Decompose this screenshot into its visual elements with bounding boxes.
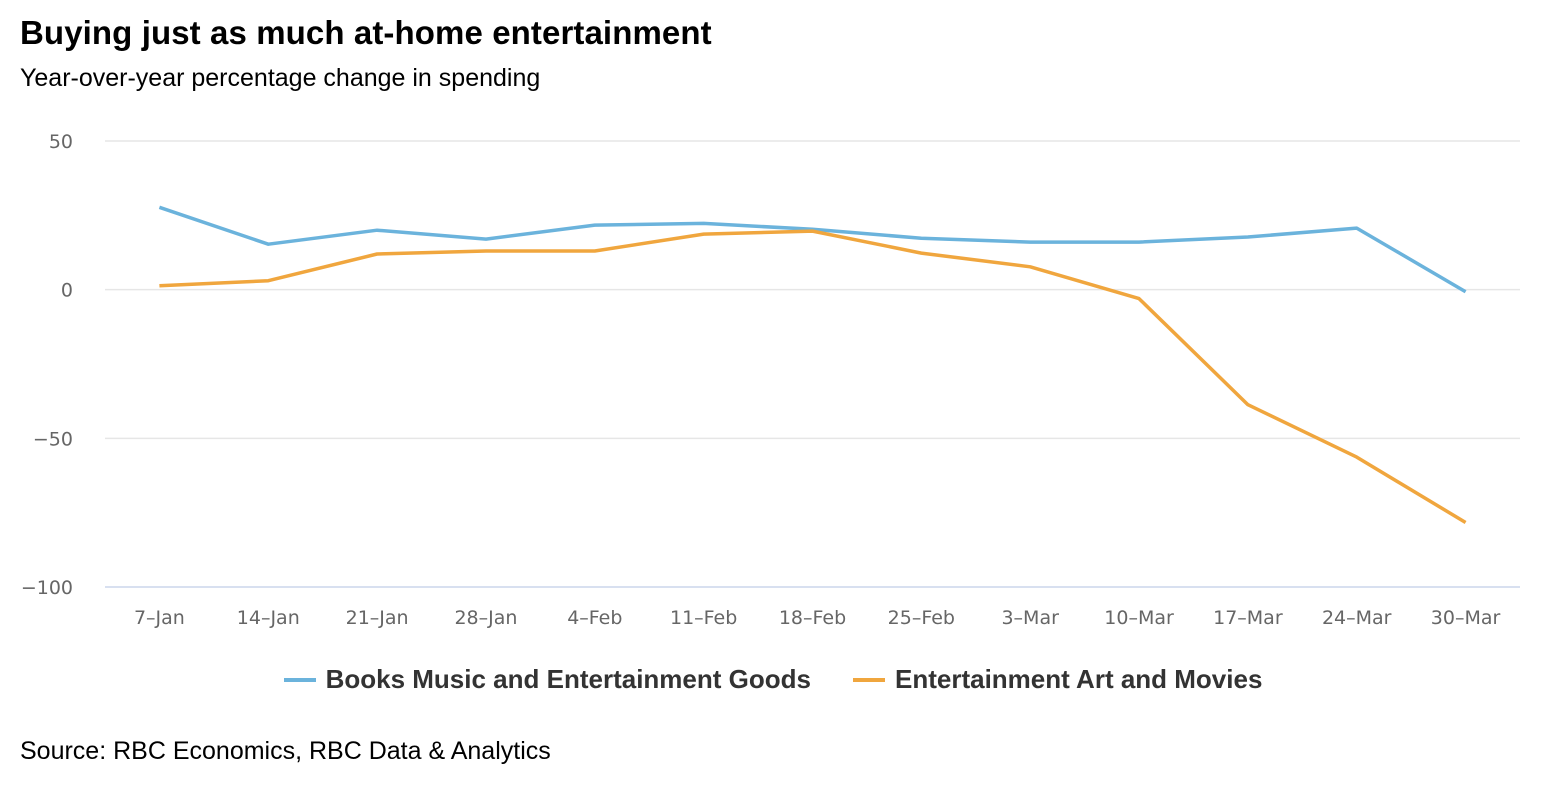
- legend-swatch-icon: [283, 677, 316, 682]
- gridlines: [105, 140, 1520, 588]
- x-tick-label: 21–Jan: [346, 607, 409, 629]
- legend-label: Entertainment Art and Movies: [894, 664, 1263, 694]
- x-tick-label: 25–Feb: [888, 607, 955, 629]
- y-tick-label: 50: [49, 131, 73, 153]
- y-tick-label: 0: [61, 280, 73, 302]
- legend-label: Books Music and Entertainment Goods: [325, 664, 811, 694]
- x-tick-label: 30–Mar: [1431, 607, 1501, 629]
- legend: Books Music and Entertainment Goods Enter…: [0, 664, 1546, 695]
- x-tick-label: 10–Mar: [1104, 607, 1174, 629]
- y-axis-ticks: 50 0 −50 −100: [21, 131, 73, 599]
- x-tick-label: 4–Feb: [567, 607, 622, 629]
- x-tick-label: 17–Mar: [1213, 607, 1283, 629]
- legend-item[interactable]: Entertainment Art and Movies: [852, 664, 1263, 695]
- series-lines: [158, 205, 1467, 525]
- source-note: Source: RBC Economics, RBC Data & Analyt…: [20, 737, 551, 765]
- series-line-2: [159, 229, 1467, 525]
- x-tick-label: 3–Mar: [1001, 607, 1059, 629]
- y-tick-label: −50: [33, 428, 73, 450]
- chart-subtitle: Year-over-year percentage change in spen…: [20, 64, 541, 92]
- x-tick-label: 28–Jan: [454, 607, 517, 629]
- chart-title: Buying just as much at-home entertainmen…: [20, 14, 712, 51]
- x-tick-label: 24–Mar: [1322, 607, 1392, 629]
- x-tick-label: 7–Jan: [134, 607, 185, 629]
- x-tick-label: 14–Jan: [237, 607, 300, 629]
- legend-swatch-icon: [852, 677, 885, 682]
- y-tick-label: −100: [21, 577, 73, 599]
- x-tick-label: 18–Feb: [779, 607, 846, 629]
- x-tick-label: 11–Feb: [670, 607, 737, 629]
- x-axis-ticks: 7–Jan 14–Jan 21–Jan 28–Jan 4–Feb 11–Feb 18–Feb…: [134, 607, 1501, 629]
- legend-item[interactable]: Books Music and Entertainment Goods: [283, 664, 811, 695]
- series-line-1: [158, 205, 1467, 294]
